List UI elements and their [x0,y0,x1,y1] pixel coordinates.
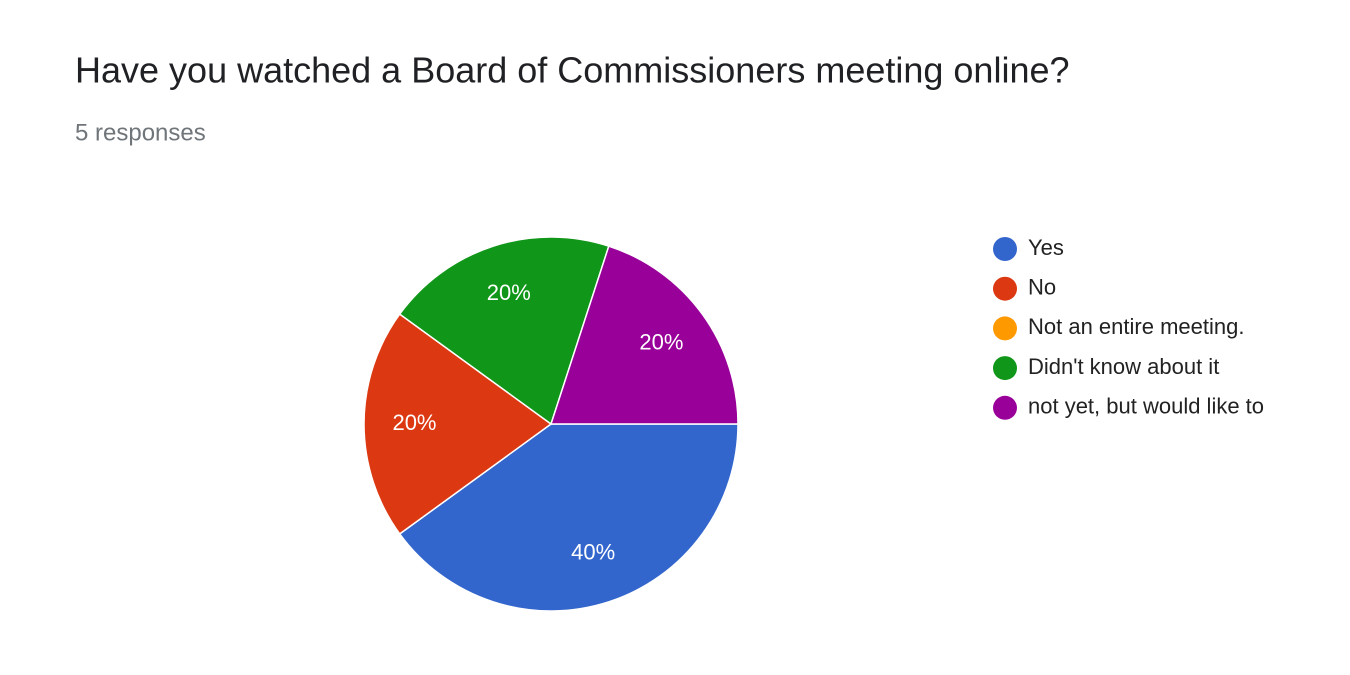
legend-label: Didn't know about it [1028,354,1219,379]
legend-swatch [993,316,1017,341]
legend-swatch [993,395,1017,420]
slice-label: 40% [571,540,615,565]
chart-title: Have you watched a Board of Commissioner… [75,50,1070,91]
legend-swatch [993,356,1017,381]
pie-slice [398,236,610,426]
pie-slice [549,245,739,425]
legend-label: Not an entire meeting. [1028,314,1244,339]
pie-slice [398,423,739,612]
legend-label: No [1028,275,1056,300]
pie-slice [363,313,553,535]
slice-label: 20% [392,410,436,435]
legend-swatch [993,276,1017,301]
legend-label: not yet, but would like to [1028,394,1264,419]
legend-swatch [993,237,1017,261]
legend-label: Yes [1028,235,1064,260]
slice-label: 20% [487,280,531,305]
chart-subtitle: 5 responses [75,119,206,146]
slice-label: 20% [639,330,683,355]
